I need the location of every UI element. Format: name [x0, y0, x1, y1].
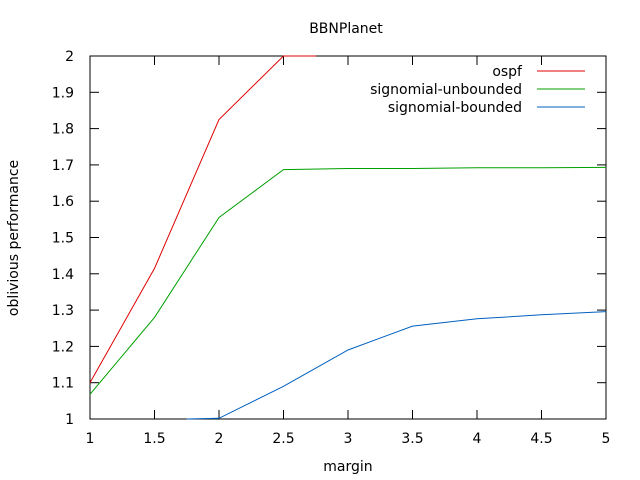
x-tick-label: 3.5: [401, 431, 423, 447]
series-lines: [89, 55, 607, 420]
x-tick-label: 2: [215, 431, 224, 447]
legend: ospf signomial-unbounded signomial-bounded: [370, 64, 585, 116]
legend-label-signomial-bounded: signomial-bounded: [388, 100, 522, 116]
y-tick-label: 1.1: [52, 376, 74, 392]
x-tick-label: 4: [473, 431, 482, 447]
y-tick-label: 1.5: [52, 231, 74, 247]
series-line-signomial-bounded: [186, 311, 607, 420]
series-line-ospf: [89, 55, 316, 383]
y-axis-label: oblivious performance: [6, 160, 22, 316]
y-tick-label: 1.3: [52, 303, 74, 319]
y-tick-label: 1: [65, 412, 74, 428]
x-tick-label: 1.5: [143, 431, 165, 447]
x-tick-label: 1: [86, 431, 95, 447]
x-axis-label: margin: [323, 459, 372, 475]
y-tick-label: 2: [65, 49, 74, 65]
x-tick-label: 3: [344, 431, 353, 447]
y-tick-label: 1.6: [52, 194, 74, 210]
x-axis: 1 1.5 2 2.5 3 3.5 4 4.5 5: [86, 56, 611, 447]
x-tick-label: 5: [602, 431, 611, 447]
y-tick-label: 1.2: [52, 339, 74, 355]
y-tick-label: 1.4: [52, 267, 74, 283]
x-tick-label: 4.5: [530, 431, 552, 447]
legend-label-signomial-unbounded: signomial-unbounded: [370, 82, 522, 98]
legend-label-ospf: ospf: [492, 64, 523, 80]
y-axis: 1 1.1 1.2 1.3 1.4 1.5 1.6 1.7 1.8 1.9 2: [52, 49, 606, 428]
y-tick-label: 1.9: [52, 85, 74, 101]
y-tick-label: 1.7: [52, 158, 74, 174]
series-line-signomial-unbounded: [89, 166, 607, 395]
y-tick-label: 1.8: [52, 122, 74, 138]
chart-title: BBNPlanet: [309, 21, 383, 37]
x-tick-label: 2.5: [272, 431, 294, 447]
